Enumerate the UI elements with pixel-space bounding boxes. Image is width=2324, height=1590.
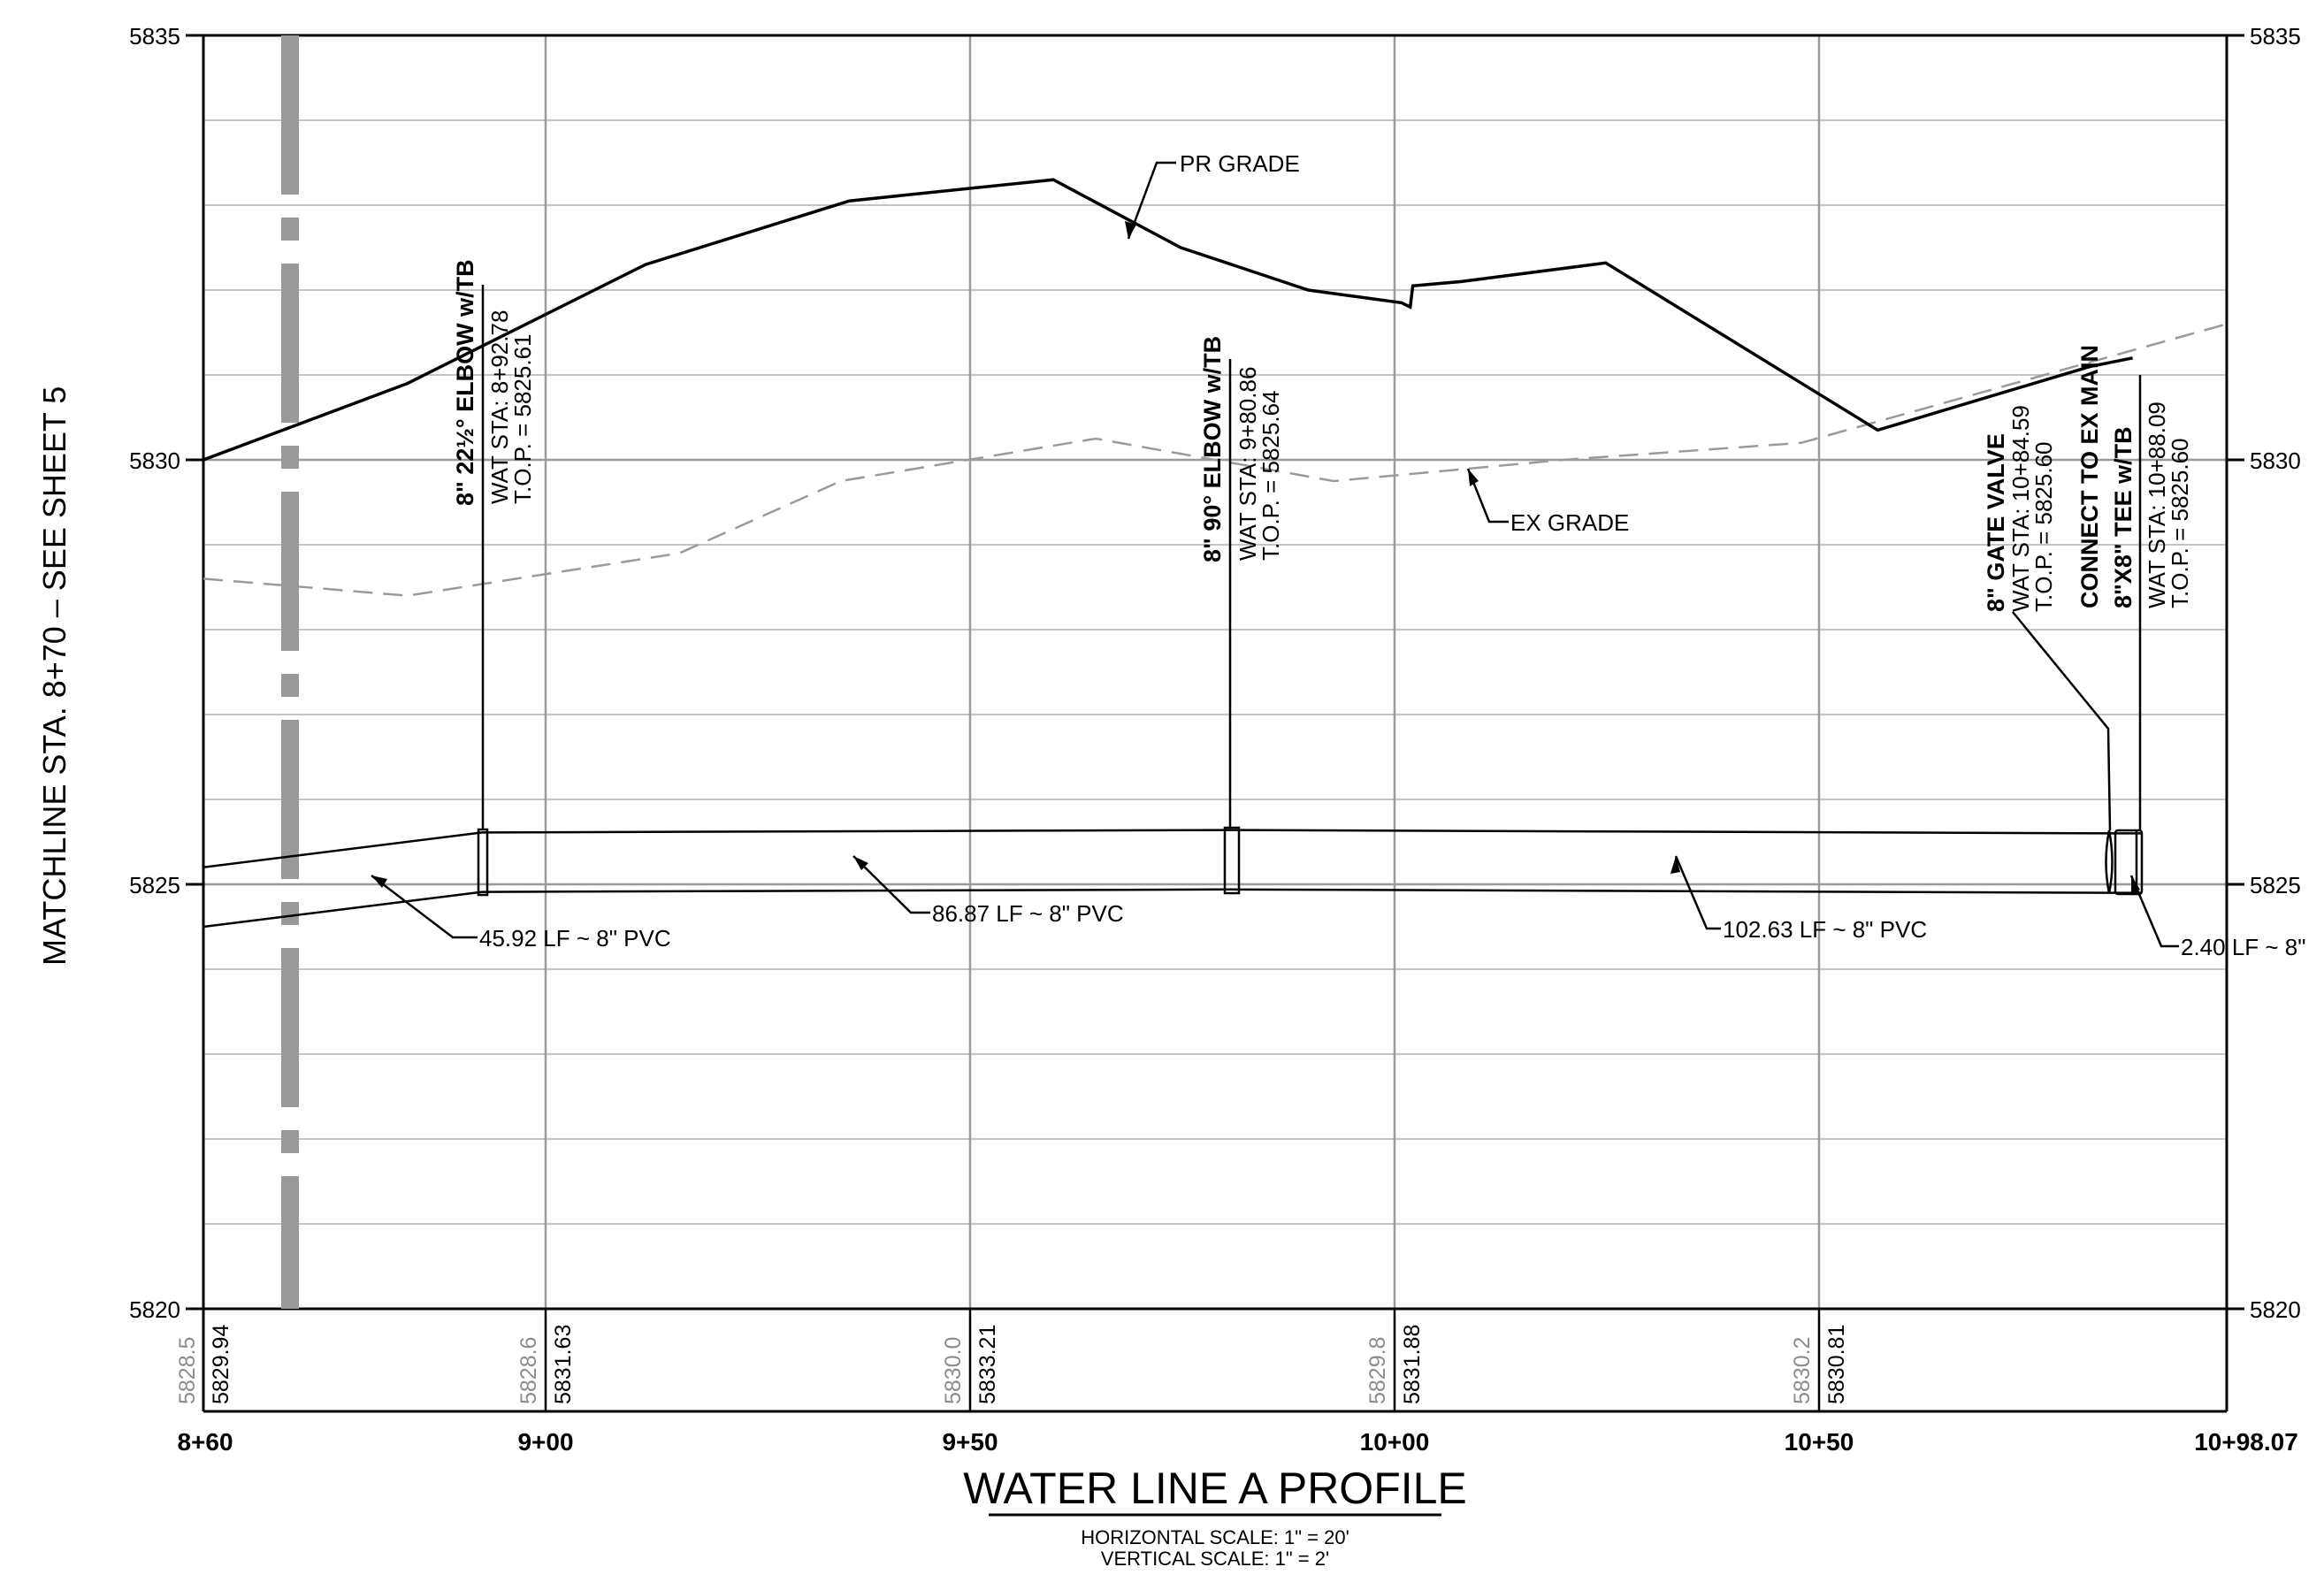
fitting-callout-2: 8" 90° ELBOW w/TB WAT STA: 9+80.86 T.O.P… bbox=[1199, 336, 1284, 562]
existing-elev-4: 5830.2 bbox=[1790, 1337, 1815, 1404]
pipe-top-line bbox=[203, 829, 2143, 869]
x-tick-1000: 10+00 bbox=[1360, 1428, 1430, 1456]
fitting-4-top: T.O.P. = 5825.60 bbox=[2167, 439, 2193, 609]
existing-elev-2: 5830.0 bbox=[941, 1337, 966, 1404]
y-tick-5825-right: 5825 bbox=[2250, 872, 2301, 898]
x-tick-1098: 10+98.07 bbox=[2194, 1428, 2298, 1456]
profile-frame bbox=[202, 34, 2228, 1413]
proposed-grade-line bbox=[203, 178, 2133, 462]
pipe-fitting-marks bbox=[477, 826, 2144, 897]
pipe-label-2: 86.87 LF ~ 8" PVC bbox=[932, 900, 1124, 927]
fitting-4-title-1: CONNECT TO EX MAIN bbox=[2076, 345, 2103, 608]
grade-leaders bbox=[1127, 161, 1509, 524]
x-tick-950: 9+50 bbox=[942, 1428, 998, 1456]
pipe-leaders bbox=[371, 855, 2179, 948]
proposed-elev-4: 5830.81 bbox=[1824, 1325, 1849, 1404]
y-tick-5820-right: 5820 bbox=[2250, 1296, 2301, 1323]
pipe-bottom-line bbox=[203, 888, 2143, 929]
fitting-3-top: T.O.P. = 5825.60 bbox=[2030, 442, 2057, 613]
fitting-1-sta: WAT STA: 8+92.78 bbox=[486, 310, 513, 504]
proposed-elev-3: 5831.88 bbox=[1400, 1325, 1425, 1404]
existing-elev-1: 5828.6 bbox=[516, 1337, 541, 1404]
fitting-2-top: T.O.P. = 5825.64 bbox=[1258, 391, 1284, 562]
pipe-label-4: 2.40 LF ~ 8" bbox=[2181, 934, 2306, 960]
fitting-4-sta: WAT STA: 10+88.09 bbox=[2144, 401, 2170, 608]
y-tick-5830-left: 5830 bbox=[129, 447, 180, 474]
proposed-elev-0: 5829.94 bbox=[209, 1325, 233, 1404]
x-axis-labels: 8+60 9+00 9+50 10+00 10+50 10+98.07 bbox=[177, 1428, 2297, 1456]
pipe-leader-arrowheads bbox=[371, 856, 2140, 893]
fitting-3-sta: WAT STA: 10+84.59 bbox=[2007, 405, 2034, 612]
pipe-label-3: 102.63 LF ~ 8" PVC bbox=[1723, 916, 1927, 943]
y-axis-labels-left: 5835 5830 5825 5820 bbox=[129, 23, 180, 1323]
axis-ticks bbox=[186, 34, 2244, 1311]
fitting-4-title-2: 8"X8" TEE w/TB bbox=[2110, 426, 2137, 608]
y-tick-5820-left: 5820 bbox=[129, 1296, 180, 1323]
y-tick-5830-right: 5830 bbox=[2250, 447, 2301, 474]
existing-grade-line bbox=[203, 323, 2228, 597]
horizontal-gridlines bbox=[203, 119, 2227, 1225]
proposed-elev-1: 5831.63 bbox=[551, 1325, 576, 1404]
matchline-label: MATCHLINE STA. 8+70 – SEE SHEET 5 bbox=[36, 386, 73, 966]
leader-arrowheads bbox=[1125, 221, 1479, 486]
y-tick-5835-right: 5835 bbox=[2250, 23, 2301, 50]
x-tick-860: 8+60 bbox=[177, 1428, 233, 1456]
fitting-1-top: T.O.P. = 5825.61 bbox=[509, 334, 536, 505]
ex-grade-label: EX GRADE bbox=[1510, 509, 1629, 536]
fitting-2-sta: WAT STA: 9+80.86 bbox=[1235, 367, 1261, 561]
vertical-gridlines bbox=[544, 35, 1821, 1309]
y-tick-5825-left: 5825 bbox=[129, 872, 180, 898]
fitting-callout-4: CONNECT TO EX MAIN 8"X8" TEE w/TB WAT ST… bbox=[2076, 345, 2193, 608]
proposed-elev-2: 5833.21 bbox=[975, 1325, 1000, 1404]
x-tick-1050: 10+50 bbox=[1785, 1428, 1854, 1456]
drawing-title: WATER LINE A PROFILE bbox=[963, 1464, 1467, 1513]
pipe-label-1: 45.92 LF ~ 8" PVC bbox=[479, 925, 671, 952]
fitting-3-title: 8" GATE VALVE bbox=[1983, 433, 2009, 612]
x-tick-900: 9+00 bbox=[517, 1428, 573, 1456]
y-axis-labels-right: 5835 5830 5825 5820 bbox=[2250, 23, 2301, 1323]
pr-grade-label: PR GRADE bbox=[1180, 150, 1300, 177]
fitting-callout-3: 8" GATE VALVE WAT STA: 10+84.59 T.O.P. =… bbox=[1983, 405, 2057, 612]
y-tick-5835-left: 5835 bbox=[129, 23, 180, 50]
vertical-scale: VERTICAL SCALE: 1" = 2' bbox=[1101, 1548, 1329, 1570]
fitting-callout-1: 8" 22½° ELBOW w/TB WAT STA: 8+92.78 T.O.… bbox=[452, 259, 536, 506]
existing-elev-0: 5828.5 bbox=[175, 1337, 200, 1404]
station-separators bbox=[202, 1309, 1821, 1411]
fitting-leaders bbox=[481, 285, 2142, 831]
elevation-band: 5828.5 5829.94 5828.6 5831.63 5830.0 583… bbox=[175, 1325, 1849, 1404]
horizontal-scale: HORIZONTAL SCALE: 1" = 20' bbox=[1081, 1526, 1349, 1548]
fitting-2-title: 8" 90° ELBOW w/TB bbox=[1199, 336, 1226, 562]
existing-elev-3: 5829.8 bbox=[1365, 1337, 1390, 1404]
fitting-1-title: 8" 22½° ELBOW w/TB bbox=[452, 259, 478, 506]
